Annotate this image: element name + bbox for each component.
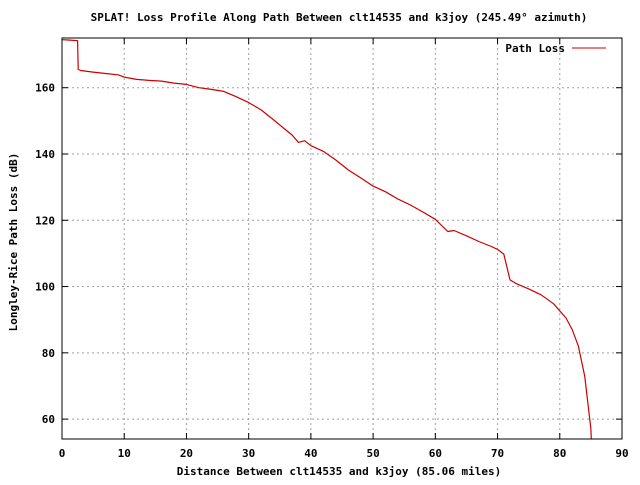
x-tick-label: 40: [304, 447, 317, 460]
x-tick-label: 70: [491, 447, 504, 460]
x-tick-label: 80: [553, 447, 566, 460]
y-tick-label: 120: [35, 214, 55, 227]
legend: Path Loss: [505, 42, 606, 55]
series-layer: [61, 39, 592, 440]
plot-frame: [61, 37, 623, 440]
x-tick-label: 90: [615, 447, 628, 460]
y-tick-label: 160: [35, 82, 55, 95]
legend-label-path-loss: Path Loss: [505, 42, 565, 55]
x-tick-label: 0: [59, 447, 66, 460]
y-axis-label: Longley-Rice Path Loss (dB): [7, 153, 20, 332]
x-axis-label: Distance Between clt14535 and k3joy (85.…: [177, 465, 502, 478]
tick-labels: 0 10 20 30 40 50 60 70 80 90 60 80 100 120 140 160: [35, 82, 629, 460]
x-tick-label: 60: [429, 447, 442, 460]
chart-title: SPLAT! Loss Profile Along Path Between c…: [91, 11, 588, 24]
y-tick-label: 140: [35, 148, 55, 161]
grid: [62, 38, 622, 439]
y-tick-label: 80: [42, 347, 55, 360]
x-tick-label: 20: [180, 447, 193, 460]
y-tick-label: 100: [35, 281, 55, 294]
y-tick-label: 60: [42, 413, 55, 426]
x-tick-label: 10: [118, 447, 131, 460]
series-line-path-loss: [61, 39, 592, 440]
x-tick-label: 50: [366, 447, 379, 460]
x-tick-label: 30: [242, 447, 255, 460]
